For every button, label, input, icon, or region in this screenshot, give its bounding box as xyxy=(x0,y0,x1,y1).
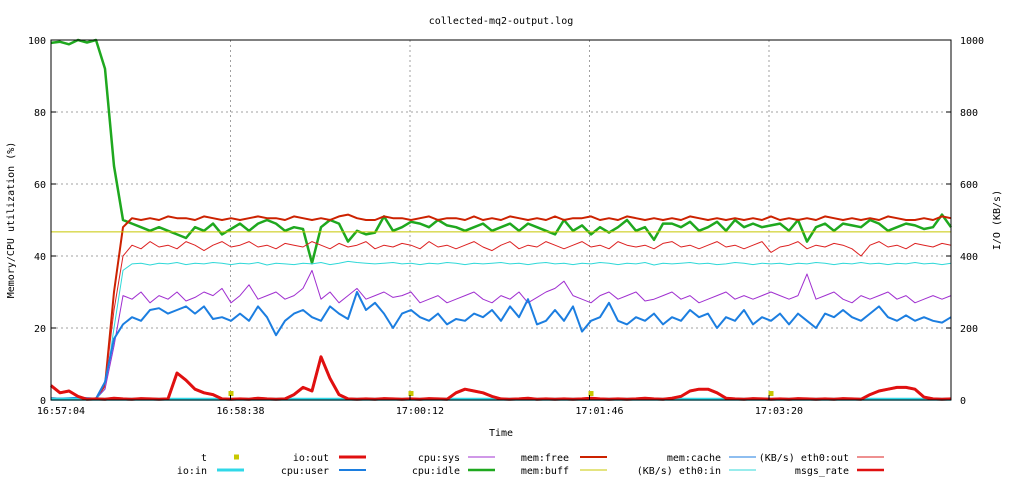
series-line-io-out xyxy=(50,355,952,401)
x-axis-label: Time xyxy=(489,428,513,439)
series-line-mem-cache xyxy=(51,260,952,400)
legend-label: msgs_rate xyxy=(795,466,849,477)
y-tick-label: 0 xyxy=(40,396,46,407)
y-tick-label: 40 xyxy=(34,252,46,263)
data-point-t xyxy=(768,391,774,397)
data-point-t xyxy=(228,391,234,397)
y-tick-label: 80 xyxy=(34,108,46,119)
legend-label: mem:buff xyxy=(521,466,569,477)
legend-label: t xyxy=(201,453,207,464)
y-tick-label: 20 xyxy=(34,324,46,335)
y2-tick-label: 400 xyxy=(960,252,978,263)
y2-tick-label: 800 xyxy=(960,108,978,119)
data-point-t xyxy=(408,391,414,397)
y-axis-right: 0 200 400 600 800 1000 xyxy=(946,36,984,407)
y2-tick-label: 200 xyxy=(960,324,978,335)
legend-label: io:out xyxy=(293,453,329,464)
legend-marker xyxy=(234,454,239,460)
legend-label: mem:cache xyxy=(667,453,721,464)
plot-frame xyxy=(50,39,952,401)
legend: t io:out cpu:sys mem:free mem:cache (KB/s) et… xyxy=(177,453,884,477)
legend-label: cpu:sys xyxy=(418,453,460,464)
plot-area xyxy=(50,38,953,401)
y2-tick-label: 0 xyxy=(960,396,966,407)
legend-label: io:in xyxy=(177,466,207,477)
legend-label: cpu:idle xyxy=(412,466,460,477)
series-line--kb-s-eth0-out xyxy=(50,241,952,400)
y2-tick-label: 600 xyxy=(960,180,978,191)
y-tick-label: 100 xyxy=(28,36,46,47)
chart-title: collected-mq2-output.log xyxy=(429,16,574,27)
legend-label: (KB/s) eth0:in xyxy=(637,466,721,477)
y-tick-label: 60 xyxy=(34,180,46,191)
data-point-t xyxy=(588,391,594,397)
y-axis-label: Memory/CPU utilization (%) xyxy=(6,142,17,299)
x-tick-label: 17:01:46 xyxy=(575,406,623,417)
legend-label: mem:free xyxy=(521,453,569,464)
x-axis: 16:57:04 16:58:38 17:00:12 17:01:46 17:03:20 xyxy=(37,395,803,417)
x-tick-label: 17:03:20 xyxy=(755,406,803,417)
series-line-mem-free xyxy=(50,213,952,400)
y-axis-left: 0 20 40 60 80 100 xyxy=(28,36,56,407)
series-line-cpu-user xyxy=(50,291,952,400)
legend-label: (KB/s) eth0:out xyxy=(759,453,849,464)
series-line-cpu-sys xyxy=(51,269,952,400)
x-tick-label: 16:57:04 xyxy=(37,406,85,417)
x-tick-label: 16:58:38 xyxy=(216,406,264,417)
legend-label: cpu:user xyxy=(281,466,329,477)
series-line-cpu-idle xyxy=(50,38,953,265)
y2-axis-label: I/O (KB/s) xyxy=(992,190,1003,250)
y2-tick-label: 1000 xyxy=(960,36,984,47)
x-tick-label: 17:00:12 xyxy=(396,406,444,417)
